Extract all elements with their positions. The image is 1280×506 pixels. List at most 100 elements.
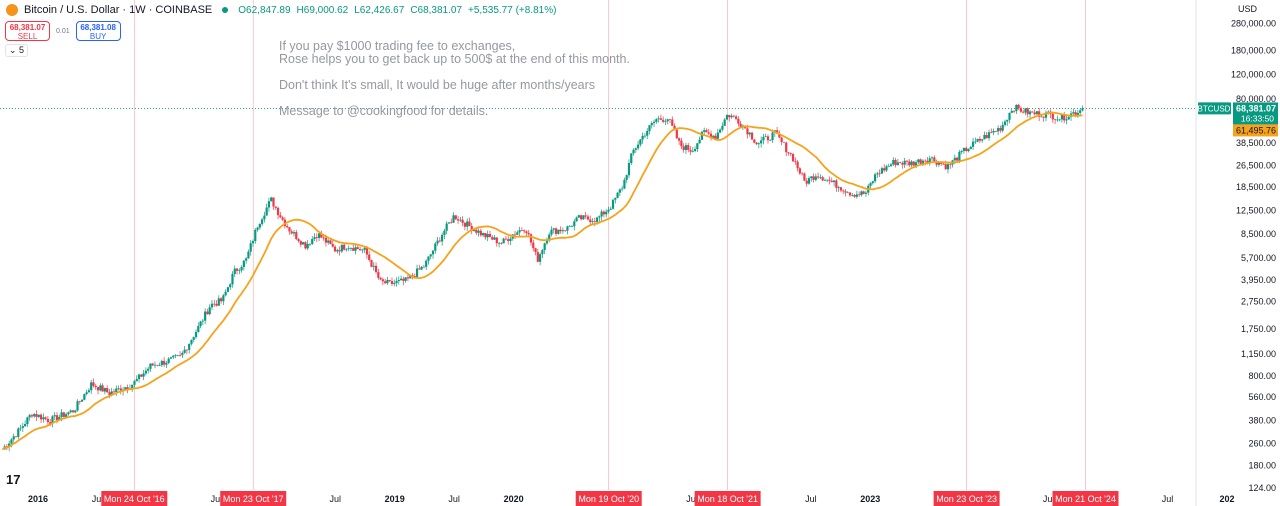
candle-body — [53, 415, 56, 417]
candle-body — [823, 180, 827, 181]
candle-body — [495, 237, 498, 244]
candle-body — [1079, 110, 1082, 113]
y-tick-label: 2,750.00 — [1241, 297, 1276, 307]
candle-body — [388, 280, 391, 281]
candle-body — [734, 116, 738, 119]
candle-body — [705, 130, 708, 133]
candle-body — [586, 216, 590, 220]
candle-body — [299, 241, 302, 245]
x-tick-label: 202 — [1219, 494, 1234, 504]
candle-body — [343, 244, 346, 250]
currency-label[interactable]: USD — [1238, 4, 1258, 14]
ma-price-tag-bg — [1233, 124, 1278, 137]
y-tick-label: 3,950.00 — [1241, 275, 1276, 285]
candle-body — [819, 177, 822, 178]
lots-dropdown[interactable]: ⌄ 5 — [5, 44, 29, 57]
candle-body — [21, 426, 24, 428]
candle-body — [892, 160, 895, 165]
candle-body — [668, 119, 672, 120]
candle-body — [568, 226, 571, 227]
candle-body — [470, 226, 473, 232]
candle-body — [33, 414, 36, 417]
market-status-icon — [222, 7, 229, 13]
marker-label-bg — [575, 491, 642, 506]
candle-body — [703, 130, 706, 132]
candle-body — [101, 385, 104, 392]
watermark-line: If you pay $1000 trading fee to exchange… — [279, 39, 516, 53]
buy-label: BUY — [89, 32, 107, 41]
x-tick-label: Jul — [1162, 494, 1174, 504]
candle-body — [757, 143, 760, 145]
candle-body — [502, 238, 505, 244]
buy-button[interactable]: 68,381.08 BUY — [75, 21, 121, 41]
candle-body — [725, 115, 729, 120]
candle-body — [240, 267, 243, 271]
tradingview-logo[interactable]: 17 — [6, 472, 21, 487]
candle-body — [422, 266, 425, 268]
candle-body — [589, 219, 592, 223]
candle-body — [719, 129, 722, 133]
candle-body — [623, 179, 626, 189]
candle-body — [1053, 119, 1057, 121]
candle-body — [1022, 111, 1025, 113]
candle-body — [643, 135, 647, 137]
candle-body — [712, 135, 715, 139]
candle-body — [621, 188, 624, 190]
candle-body — [372, 265, 375, 267]
candle-body — [830, 180, 833, 183]
candle-body — [885, 166, 888, 171]
candle-body — [796, 161, 799, 169]
candle-body — [167, 358, 170, 363]
candle-body — [249, 243, 252, 252]
candle-body — [8, 443, 11, 448]
candle-body — [386, 280, 389, 284]
candle-body — [60, 412, 63, 417]
candle-body — [839, 187, 842, 191]
candle-body — [491, 237, 494, 240]
candle-body — [441, 234, 444, 242]
candle-body — [803, 173, 806, 181]
candle-body — [739, 123, 742, 127]
candle-body — [990, 132, 993, 133]
symbol-title[interactable]: Bitcoin / U.S. Dollar · 1W · COINBASE — [24, 4, 213, 16]
candle-body — [876, 173, 879, 175]
candle-body — [304, 242, 307, 249]
candle-body — [352, 248, 355, 251]
candle-body — [760, 140, 763, 144]
candle-body — [320, 233, 323, 238]
y-tick-label: 124.00 — [1248, 483, 1276, 493]
marker-label-bg — [1052, 491, 1119, 506]
x-tick-label: 2023 — [860, 494, 880, 504]
candle-body — [671, 119, 674, 126]
candle-body — [26, 417, 29, 424]
candle-body — [698, 139, 701, 144]
candle-body — [242, 260, 245, 268]
ohlc-high: H69,000.62 — [296, 4, 349, 16]
candle-body — [338, 250, 341, 252]
candle-body — [165, 362, 168, 365]
candle-body — [545, 240, 549, 244]
marker-label: Mon 23 Oct '17 — [223, 494, 284, 504]
candle-body — [949, 164, 952, 165]
candle-body — [381, 279, 384, 282]
candle-body — [19, 427, 22, 429]
watermark-line: Rose helps you to get back up to 500$ at… — [279, 52, 630, 66]
candle-body — [434, 243, 437, 251]
candle-body — [172, 355, 175, 358]
candle-body — [837, 187, 840, 188]
candle-body — [35, 414, 38, 417]
candle-body — [147, 368, 150, 371]
candle-body — [835, 180, 838, 188]
sell-button[interactable]: 68,381.07 SELL — [5, 21, 50, 41]
candle-body — [789, 153, 792, 155]
candle-body — [1019, 108, 1023, 112]
candle-body — [1038, 111, 1041, 117]
candle-body — [855, 194, 858, 197]
marker-label-bg — [101, 491, 168, 506]
candle-body — [103, 388, 106, 392]
candle-body — [1015, 104, 1018, 112]
candle-body — [425, 260, 428, 267]
candle-body — [689, 149, 692, 152]
candle-body — [976, 138, 979, 142]
